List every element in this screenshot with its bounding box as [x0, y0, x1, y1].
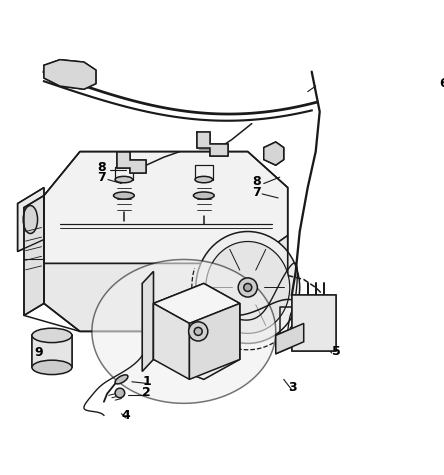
- Polygon shape: [44, 60, 96, 89]
- Ellipse shape: [115, 176, 133, 183]
- Ellipse shape: [196, 231, 300, 343]
- Ellipse shape: [115, 375, 128, 384]
- Text: 3: 3: [288, 381, 296, 394]
- Ellipse shape: [195, 176, 213, 183]
- Ellipse shape: [194, 192, 214, 199]
- Ellipse shape: [23, 206, 38, 234]
- Text: 4: 4: [122, 409, 130, 422]
- Text: 6: 6: [440, 77, 444, 90]
- Polygon shape: [154, 284, 240, 380]
- Polygon shape: [118, 152, 146, 173]
- Polygon shape: [24, 196, 44, 315]
- Polygon shape: [154, 284, 240, 323]
- Polygon shape: [292, 295, 336, 352]
- Circle shape: [238, 278, 258, 297]
- Polygon shape: [44, 152, 288, 264]
- Polygon shape: [190, 304, 240, 380]
- Polygon shape: [264, 142, 284, 165]
- Polygon shape: [154, 304, 190, 380]
- Polygon shape: [198, 132, 228, 156]
- Ellipse shape: [32, 360, 72, 375]
- Polygon shape: [92, 259, 276, 403]
- Circle shape: [244, 284, 252, 292]
- Polygon shape: [18, 188, 44, 251]
- Text: 8: 8: [98, 161, 106, 174]
- Text: 7: 7: [98, 171, 106, 184]
- Text: 7: 7: [252, 186, 261, 199]
- Polygon shape: [44, 236, 288, 332]
- Polygon shape: [32, 335, 72, 367]
- Circle shape: [115, 388, 125, 398]
- Polygon shape: [276, 323, 304, 354]
- Text: 8: 8: [252, 175, 260, 189]
- Ellipse shape: [114, 192, 134, 199]
- Circle shape: [189, 322, 208, 341]
- Text: 5: 5: [332, 345, 341, 358]
- Ellipse shape: [32, 328, 72, 342]
- Polygon shape: [142, 272, 154, 371]
- Ellipse shape: [206, 241, 290, 333]
- Text: 9: 9: [34, 346, 43, 360]
- Circle shape: [194, 327, 202, 335]
- Text: 2: 2: [142, 387, 151, 399]
- Text: 1: 1: [142, 375, 151, 388]
